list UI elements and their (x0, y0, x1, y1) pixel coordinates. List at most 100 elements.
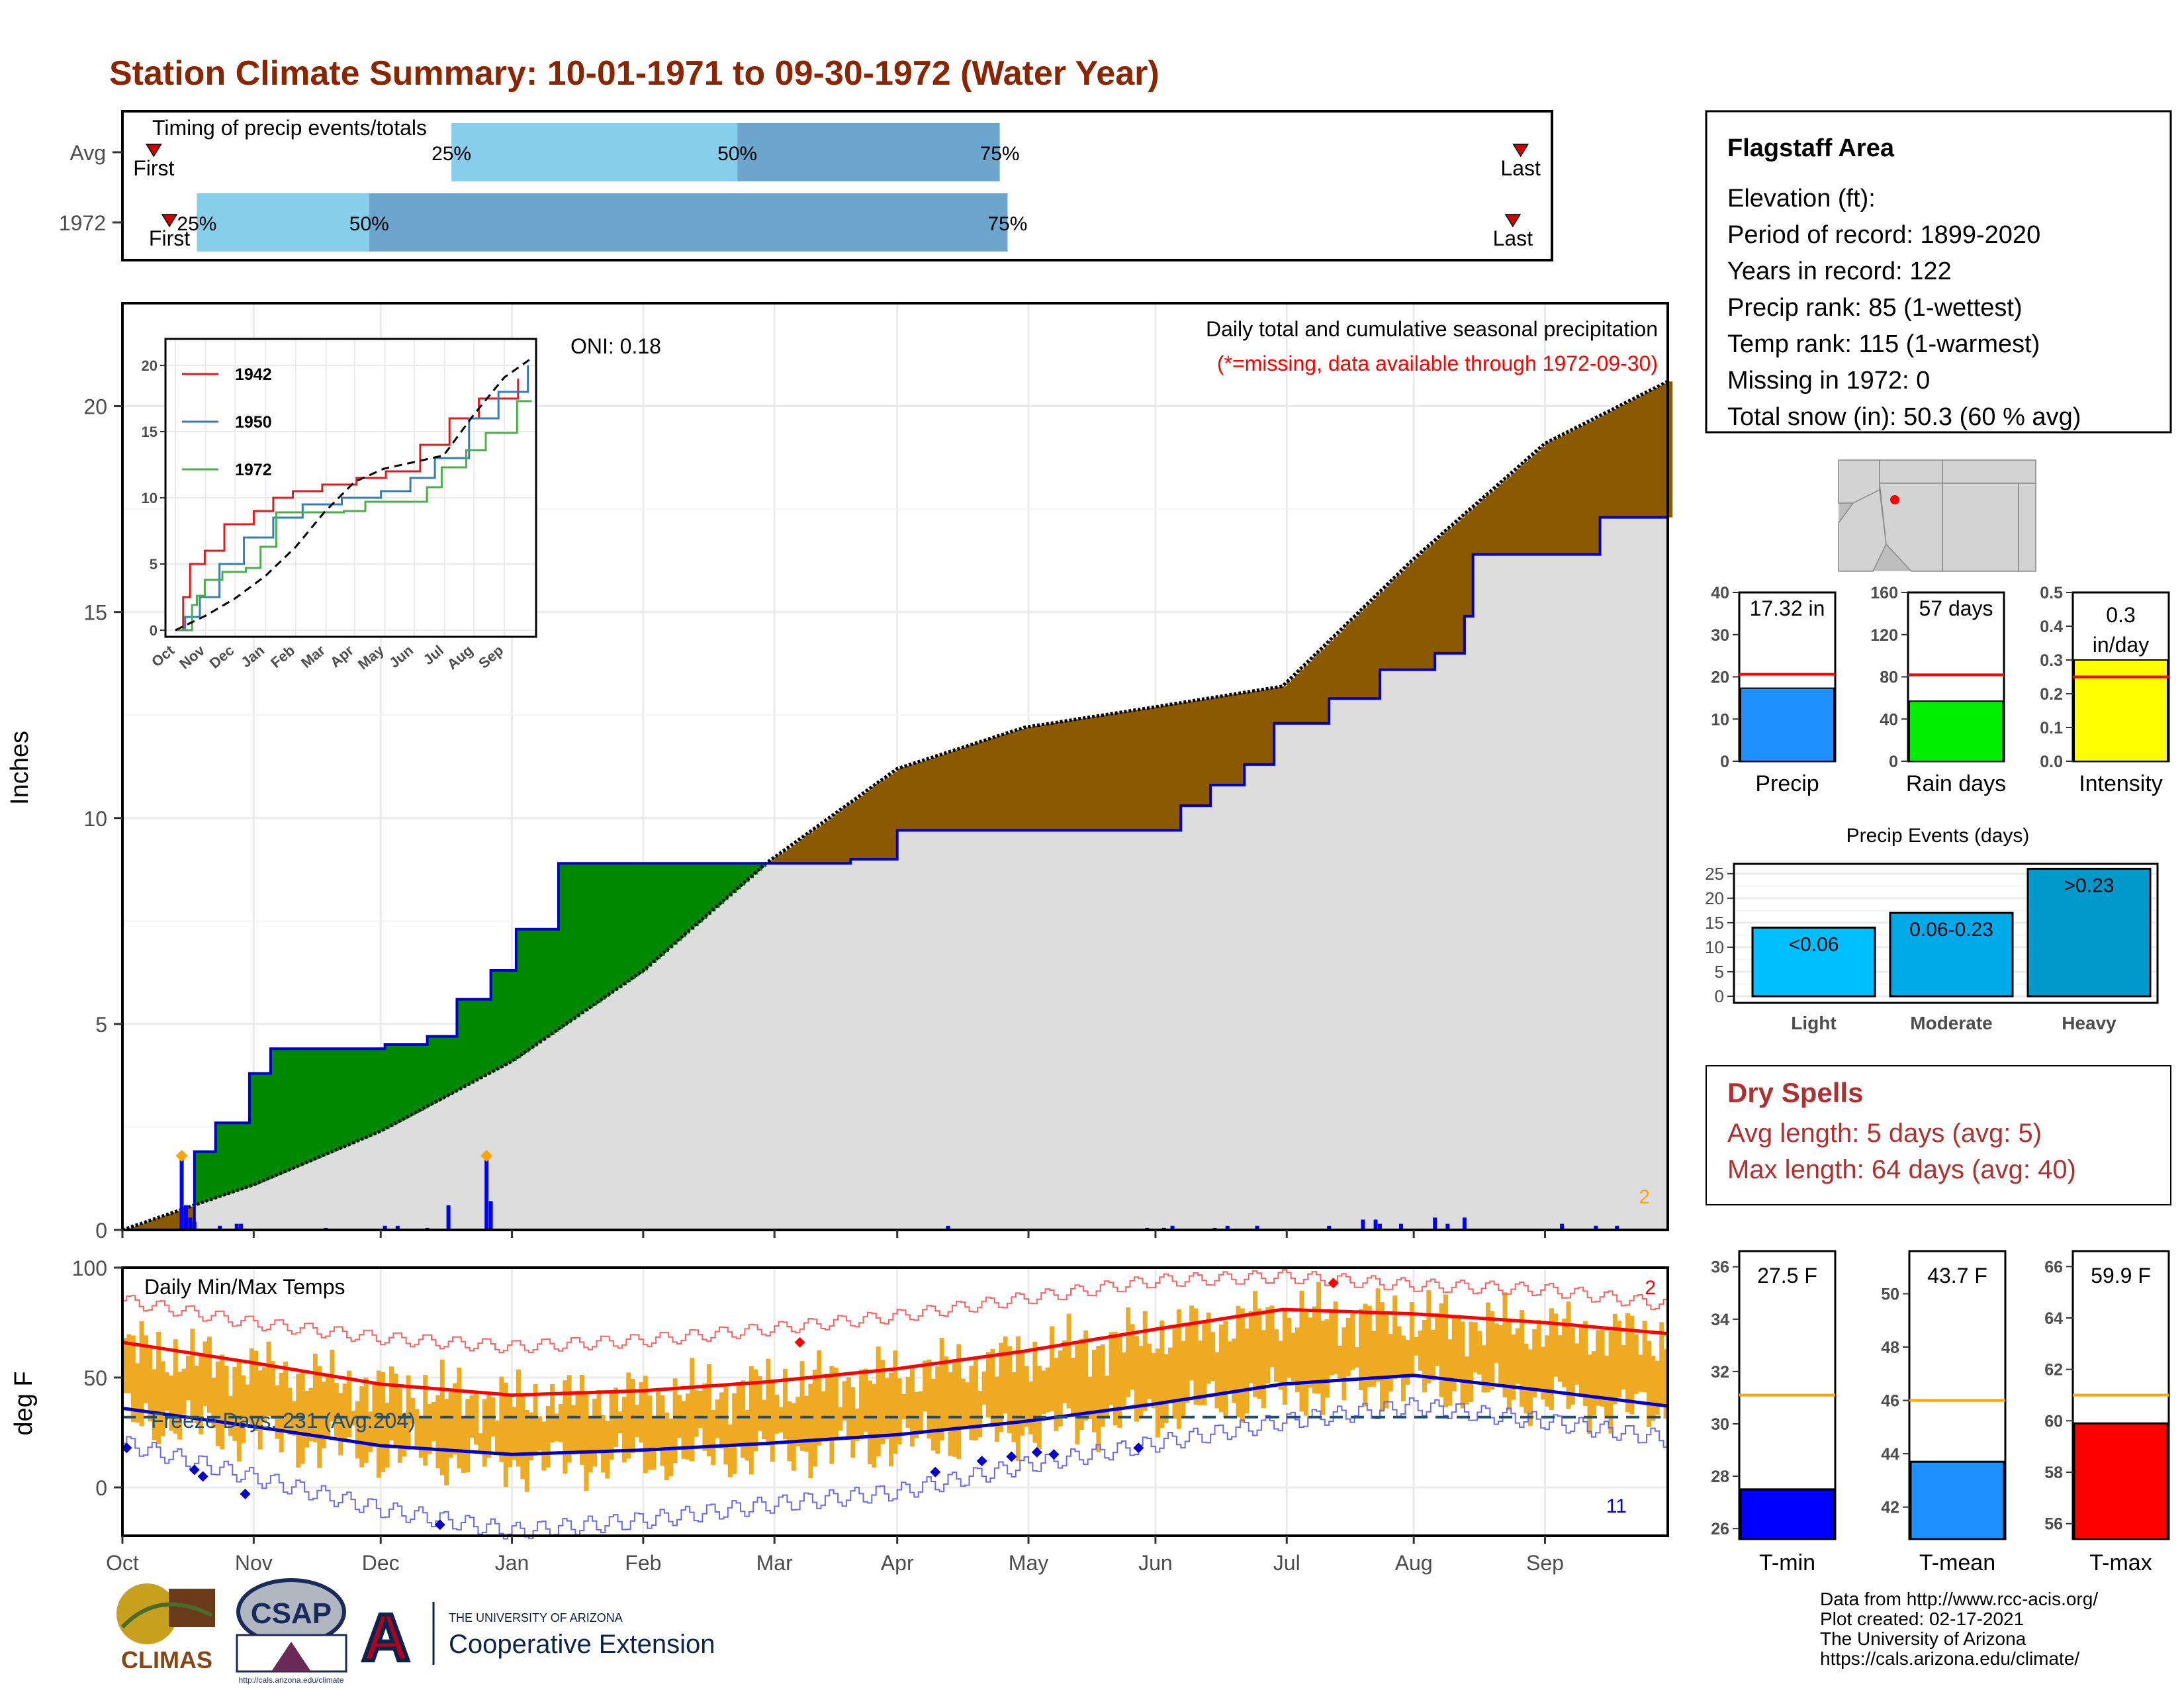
events-y-tick-label: 15 (1705, 913, 1724, 933)
daily-temp-bar (1218, 1324, 1224, 1413)
daily-temp-bar (1240, 1308, 1245, 1423)
temp-plot-title: Daily Min/Max Temps (144, 1275, 345, 1299)
csap-wordmark: CSAP (251, 1597, 332, 1630)
summary-bar-tick-label: 0 (1889, 753, 1898, 771)
daily-temp-bar (796, 1397, 801, 1446)
daily-temp-bar (1333, 1301, 1338, 1374)
daily-temp-bar (829, 1366, 835, 1464)
daily-temp-bar (1105, 1376, 1110, 1419)
extreme-precip-marker (480, 1150, 493, 1162)
timing-row-label: 1972 (59, 211, 106, 235)
daily-temp-bar (1024, 1366, 1029, 1427)
daily-temp-bar (1655, 1360, 1660, 1415)
daily-temp-bar (1193, 1308, 1199, 1405)
daily-temp-bar (1405, 1339, 1410, 1385)
daily-temp-bar (931, 1378, 936, 1451)
timing-bar-q50-q75 (369, 193, 1008, 252)
timing-p25-label: 25% (432, 143, 471, 165)
daily-temp-bar (1502, 1292, 1508, 1397)
inset-frame (164, 338, 537, 638)
daily-temp-bar (905, 1376, 911, 1428)
daily-temp-bar (1308, 1317, 1313, 1388)
daily-temp-bar (757, 1376, 762, 1431)
daily-precip-bar (239, 1223, 244, 1230)
daily-precip-bar (1594, 1225, 1598, 1230)
daily-temp-bar (1583, 1321, 1588, 1406)
record-low-marker (930, 1466, 941, 1477)
timing-rows: Avg 25% 50% 75% First Last 1972 25% 50% 75% First L… (59, 123, 1541, 252)
daily-temp-bar (1418, 1331, 1423, 1371)
summary-bar-tick-label: 0.1 (2040, 719, 2063, 737)
temp-panel: 0 50 100 Oct Nov Dec Jan Feb Mar Apr May Jun Jul Aug S… (10, 1256, 1669, 1575)
daily-temp-bar (1604, 1356, 1610, 1419)
daily-temp-bar (825, 1374, 830, 1442)
daily-temp-bar (719, 1392, 725, 1449)
map-state-nm (1942, 483, 2019, 572)
daily-temp-bar (1058, 1350, 1063, 1427)
daily-temp-bar (1278, 1340, 1283, 1390)
temp-bar-t-min (1739, 1488, 1835, 1540)
daily-temp-bar (1075, 1344, 1080, 1445)
daily-temp-bar (766, 1358, 771, 1446)
daily-temp-bar (1414, 1337, 1419, 1356)
events-y-tick-label: 25 (1705, 864, 1724, 884)
ua-logo: A THE UNIVERSITY OF ARIZONA Cooperative … (360, 1599, 715, 1677)
daily-temp-bar (181, 1368, 187, 1415)
daily-temp-bar (215, 1361, 220, 1446)
daily-temp-bar (1032, 1341, 1038, 1443)
daily-temp-bar (1345, 1317, 1351, 1376)
daily-temp-bar (774, 1394, 780, 1434)
daily-temp-bar (863, 1368, 868, 1432)
cumulative-1972-line (122, 516, 1668, 1231)
daily-temp-bar (266, 1341, 271, 1417)
inset-series-average (175, 356, 533, 632)
daily-temp-bar (1435, 1313, 1440, 1366)
daily-temp-bar (1367, 1305, 1372, 1387)
daily-temp-bar (563, 1380, 568, 1474)
temp-bar-tick-label: 56 (2044, 1515, 2063, 1534)
daily-temp-bar (241, 1375, 246, 1444)
daily-temp-bar (617, 1411, 623, 1434)
daily-temp-bar (1045, 1367, 1050, 1413)
inset-series-lines (175, 356, 533, 632)
month-tick-label: Dec (362, 1551, 400, 1575)
daily-temp-bar (410, 1397, 416, 1424)
daily-temp-bar (473, 1393, 478, 1445)
daily-temp-bar (461, 1416, 466, 1473)
record-min-line (122, 1397, 1668, 1540)
daily-temp-bar (1083, 1331, 1089, 1421)
daily-temp-bar (1578, 1326, 1584, 1397)
daily-temp-bar (1388, 1334, 1393, 1392)
daily-temp-bar (761, 1399, 766, 1440)
daily-temp-bar (177, 1372, 183, 1440)
daily-temp-bar (1172, 1328, 1177, 1419)
inset-background (165, 339, 536, 637)
daily-temp-bar (1625, 1313, 1631, 1413)
daily-precip-bar (395, 1225, 400, 1230)
footer-credits: Data from http://www.rcc-acis.org/Plot c… (1820, 1589, 2098, 1669)
daily-temp-bar (550, 1383, 555, 1443)
events-category-label: Heavy (2062, 1013, 2116, 1033)
daily-temp-bar (571, 1405, 576, 1455)
daily-temp-bar (414, 1409, 420, 1446)
daily-temp-bar (199, 1354, 204, 1434)
summary-bar-intensity (2073, 659, 2168, 762)
normal-min-line (122, 1374, 1668, 1456)
temp-bar-category-label: T-min (1759, 1550, 1815, 1575)
inset-series-1950 (175, 365, 529, 632)
daily-temp-bar (478, 1433, 483, 1451)
daily-temp-bar (342, 1383, 347, 1441)
daily-temp-bar (312, 1353, 318, 1442)
daily-temp-bar (279, 1372, 284, 1453)
daily-temp-bar (1596, 1330, 1601, 1406)
daily-precip-bar (234, 1223, 239, 1230)
csap-url: http://cals.arizona.edu/climate (239, 1675, 344, 1685)
daily-temp-bar (909, 1365, 915, 1447)
daily-temp-bar (685, 1393, 690, 1460)
daily-temp-bar (457, 1368, 462, 1469)
daily-temp-bar (1532, 1329, 1537, 1397)
daily-temp-bar (1299, 1290, 1304, 1412)
daily-temp-bar (1451, 1317, 1457, 1391)
daily-temp-bar (1379, 1302, 1385, 1412)
